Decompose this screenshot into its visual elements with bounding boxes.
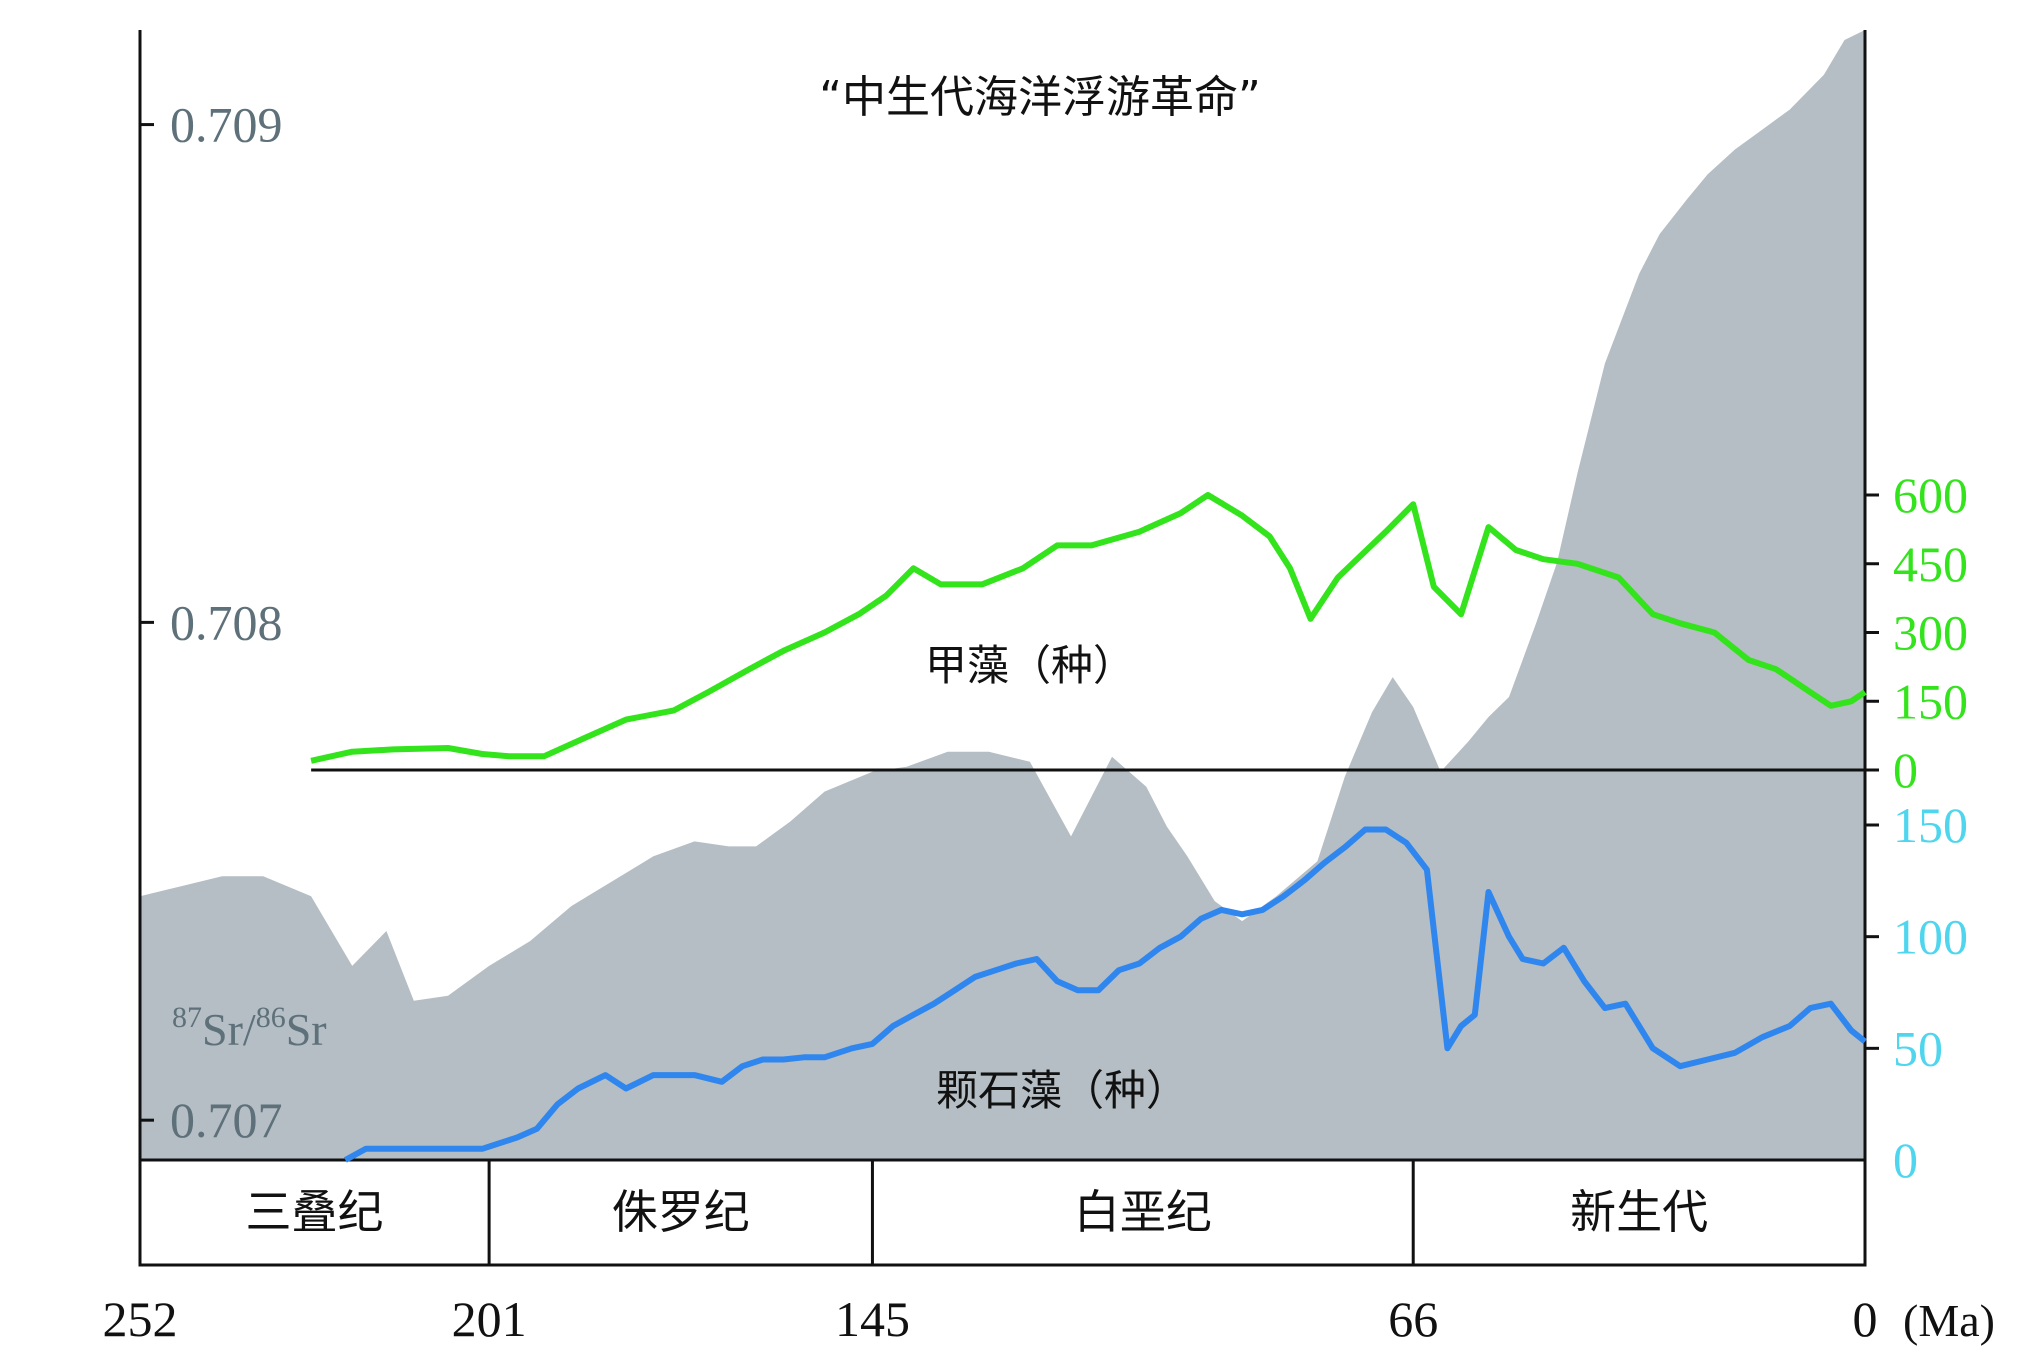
left-axis-tick-label: 0.708 <box>170 594 283 650</box>
dinoflagellate-axis-tick-label: 600 <box>1893 467 1968 523</box>
dinoflagellate-line <box>310 492 1867 764</box>
x-axis-tick-label: 252 <box>103 1291 178 1347</box>
x-axis-unit: (Ma) <box>1903 1295 1995 1346</box>
series-layer <box>310 492 1867 1163</box>
period-label: 新生代 <box>1570 1185 1708 1239</box>
dinoflagellate-axis-tick-label: 0 <box>1893 742 1918 798</box>
strontium-label-base2: Sr <box>286 1004 327 1055</box>
period-label: 白垩纪 <box>1074 1185 1212 1239</box>
strontium-label-sup2: 86 <box>256 1001 286 1034</box>
strontium-area-layer <box>140 30 1865 1160</box>
x-axis-tick-label: 0 <box>1853 1291 1878 1347</box>
dinoflagellate-series-label: 甲藻（种） <box>925 641 1135 690</box>
coccolith-axis-tick-label: 0 <box>1893 1132 1918 1188</box>
chart-title: “中生代海洋浮游革命” <box>819 72 1261 123</box>
x-axis-tick-label: 145 <box>835 1291 910 1347</box>
strontium-area <box>140 30 1865 1160</box>
strontium-label-base1: Sr/ <box>202 1004 256 1055</box>
period-bar <box>138 1158 1867 1267</box>
left-axis-tick-label: 0.709 <box>170 97 283 153</box>
coccolith-axis-tick-label: 150 <box>1893 797 1968 853</box>
dinoflagellate-axis-tick-label: 450 <box>1893 536 1968 592</box>
strontium-label-sup1: 87 <box>172 1001 202 1034</box>
strontium-axis-label: 87Sr/86Sr <box>172 1001 327 1055</box>
coccolith-axis-tick-label: 100 <box>1893 909 1968 965</box>
x-axis-tick-label: 66 <box>1388 1291 1438 1347</box>
period-label: 三叠纪 <box>246 1185 384 1239</box>
period-label: 侏罗纪 <box>612 1185 750 1239</box>
x-axis-tick-label: 201 <box>452 1291 527 1347</box>
coccolith-axis-tick-label: 50 <box>1893 1020 1943 1076</box>
coccolith-series-label: 颗石藻（种） <box>936 1066 1188 1115</box>
axes-layer: 0.7090.7080.7076004503001500150100500三叠纪… <box>103 30 1968 1347</box>
dinoflagellate-axis-tick-label: 300 <box>1893 605 1968 661</box>
left-axis-tick-label: 0.707 <box>170 1092 283 1148</box>
dinoflagellate-axis-tick-label: 150 <box>1893 673 1968 729</box>
coccolith-line <box>343 826 1867 1163</box>
